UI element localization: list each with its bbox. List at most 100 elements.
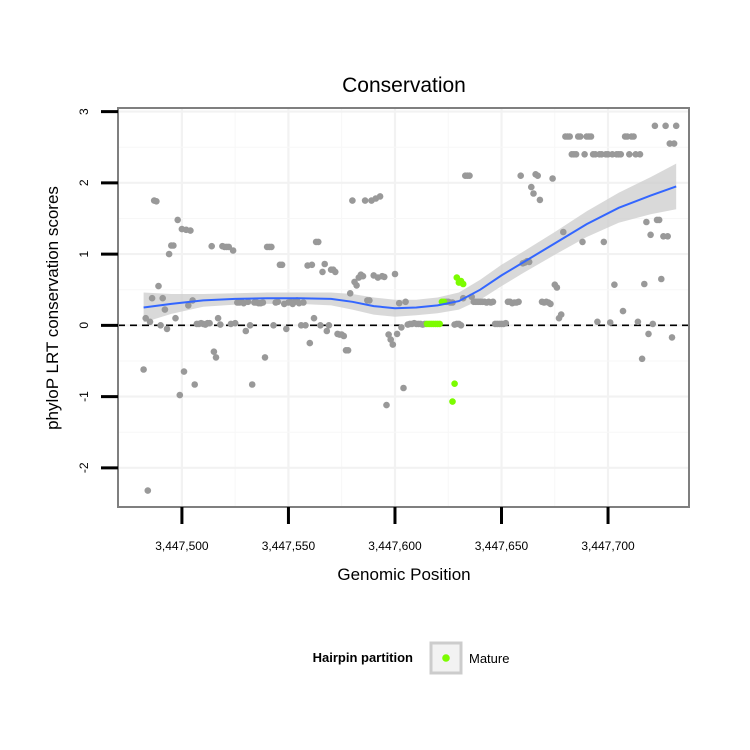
data-point: [668, 334, 676, 341]
data-point: [315, 238, 322, 246]
points-other: [140, 122, 680, 494]
data-point: [302, 322, 309, 329]
data-point: [385, 331, 392, 338]
data-point: [547, 300, 554, 308]
data-point: [466, 172, 473, 179]
x-tick-label: 3,447,650: [475, 539, 529, 553]
y-tick-label: -1: [77, 391, 91, 402]
data-point: [278, 261, 286, 269]
data-point: [319, 268, 326, 276]
data-point: [308, 261, 316, 269]
data-point: [176, 391, 184, 399]
data-point: [670, 140, 678, 147]
data-point: [325, 322, 333, 329]
data-point: [594, 318, 601, 326]
data-point: [317, 322, 324, 329]
data-point: [457, 322, 465, 329]
data-point: [300, 299, 307, 306]
data-point: [572, 151, 580, 158]
y-tick-label: 3: [77, 108, 91, 115]
confidence-band: [143, 163, 677, 323]
data-point: [553, 284, 561, 291]
data-point: [391, 270, 399, 278]
legend: Hairpin partition Mature: [313, 641, 509, 675]
data-point: [229, 247, 237, 254]
data-point: [246, 322, 254, 329]
data-point: [672, 122, 680, 130]
data-point: [332, 268, 339, 276]
smooth-line: [143, 185, 677, 310]
data-point: [645, 330, 652, 338]
data-point: [626, 151, 633, 158]
data-point: [268, 243, 275, 251]
data-point: [146, 318, 154, 326]
data-point: [208, 242, 215, 250]
data-point: [283, 325, 290, 333]
y-tick-label: 0: [77, 322, 91, 329]
data-point: [157, 322, 164, 329]
data-point: [398, 324, 405, 331]
data-point: [577, 133, 584, 140]
y-axis-title: phyloP LRT conservation scores: [43, 186, 62, 430]
data-point: [638, 355, 646, 363]
data-point: [340, 332, 348, 340]
data-point: [148, 294, 156, 302]
data-point: [140, 366, 147, 373]
data-point: [451, 380, 458, 388]
data-point: [212, 354, 220, 361]
data-point: [395, 299, 403, 307]
y-tick-label: 1: [77, 250, 91, 257]
data-point: [636, 151, 644, 158]
data-point: [242, 327, 250, 335]
data-point: [161, 306, 169, 313]
y-tick-label: 2: [77, 179, 91, 186]
data-point: [641, 280, 648, 288]
panel-border: [117, 107, 690, 508]
data-point: [449, 398, 456, 405]
legend-title: Hairpin partition: [313, 650, 413, 665]
data-point: [310, 314, 318, 322]
x-tick-label: 3,447,600: [368, 539, 422, 553]
data-point: [534, 172, 541, 179]
data-point: [400, 384, 407, 392]
data-point: [344, 347, 352, 354]
data-point: [581, 151, 588, 158]
data-point: [159, 294, 166, 302]
data-point: [381, 273, 388, 281]
data-point: [634, 318, 642, 326]
data-point: [647, 231, 654, 239]
data-point: [270, 322, 277, 329]
data-point: [206, 319, 213, 327]
points-mature: [423, 274, 467, 405]
data-point: [214, 314, 222, 322]
data-point: [353, 282, 360, 289]
data-point: [144, 487, 152, 494]
data-point: [306, 339, 314, 347]
data-point: [649, 320, 657, 328]
data-point: [259, 299, 267, 306]
data-point: [566, 133, 573, 140]
data-point: [402, 298, 409, 306]
data-point: [366, 297, 373, 304]
chart-title: Conservation: [342, 74, 466, 97]
data-point: [459, 280, 467, 288]
data-point: [165, 250, 173, 258]
data-point: [658, 275, 665, 283]
data-point: [346, 290, 354, 297]
y-tick-label: -2: [77, 462, 91, 473]
data-point: [517, 172, 524, 179]
x-tick-label: 3,447,550: [262, 539, 316, 553]
data-point: [244, 298, 252, 306]
data-point: [187, 227, 194, 234]
legend-label-mature: Mature: [469, 651, 509, 666]
data-point: [217, 321, 224, 328]
legend-dot-mature: [442, 654, 450, 662]
data-point: [619, 307, 627, 315]
data-point: [155, 282, 162, 290]
data-point: [587, 133, 595, 140]
data-point: [389, 341, 397, 348]
x-tick-label: 3,447,700: [581, 539, 635, 553]
data-point: [172, 314, 179, 322]
data-point: [231, 319, 239, 327]
